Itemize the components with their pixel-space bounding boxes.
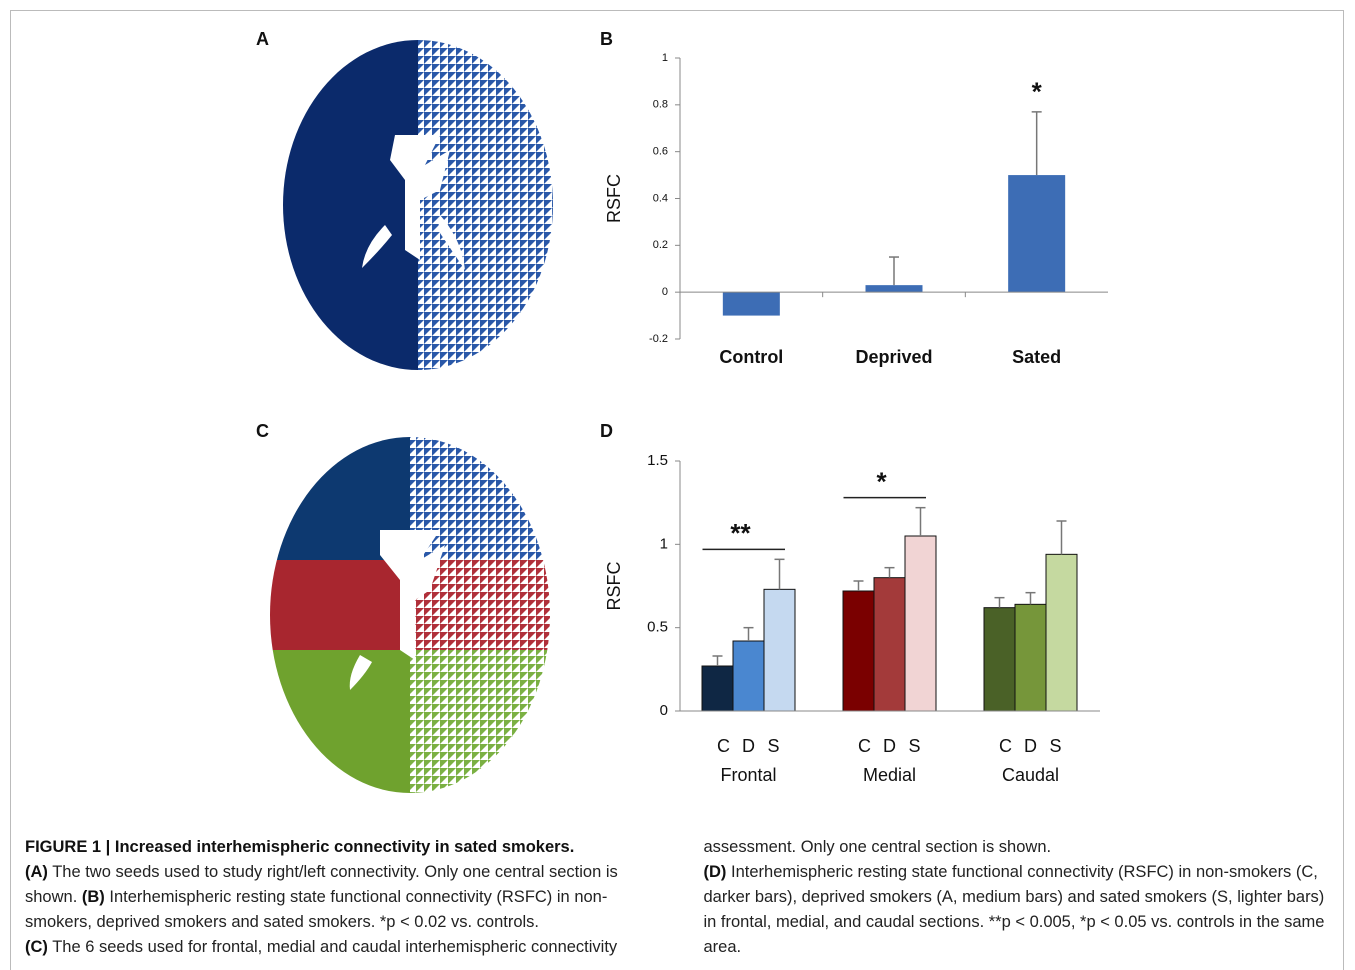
y-tick-label: 1 — [662, 52, 668, 64]
significance-mark: * — [876, 467, 887, 497]
series-label: C — [717, 736, 730, 756]
x-tick-label: Caudal — [1002, 765, 1059, 785]
panel-label: A — [256, 29, 269, 49]
caption-label: (C) — [25, 938, 48, 956]
significance-mark: ** — [730, 518, 751, 548]
caption: FIGURE 1 | Increased interhemispheric co… — [25, 835, 1340, 960]
y-axis-label: RSFC — [604, 174, 624, 223]
bar — [702, 666, 733, 711]
panel-label: C — [256, 421, 269, 441]
y-tick-label: 0 — [662, 286, 668, 298]
brain-image-c — [270, 437, 550, 795]
bar — [843, 591, 874, 711]
bar — [764, 589, 795, 711]
bar — [1008, 175, 1065, 292]
series-label: D — [742, 736, 755, 756]
series-label: S — [908, 736, 920, 756]
x-tick-label: Medial — [863, 765, 916, 785]
y-tick-label: 1 — [660, 535, 668, 552]
x-tick-label: Deprived — [855, 347, 932, 367]
y-tick-label: -0.2 — [649, 333, 668, 345]
bar — [866, 285, 923, 292]
series-label: S — [1049, 736, 1061, 756]
panel-label: D — [600, 421, 613, 441]
y-tick-label: 0 — [660, 702, 668, 719]
y-tick-label: 0.4 — [653, 192, 668, 204]
x-tick-label: Frontal — [720, 765, 776, 785]
y-tick-label: 0.6 — [653, 146, 668, 158]
y-tick-label: 0.2 — [653, 239, 668, 251]
x-tick-label: Control — [719, 347, 783, 367]
caption-title-text: FIGURE 1 | Increased interhemispheric co… — [25, 838, 574, 856]
bar — [733, 641, 764, 711]
series-label: C — [858, 736, 871, 756]
bar — [984, 608, 1015, 711]
figure: A C B RSFC -0.2 0 0.2 0.4 0.6 0.8 1 Control Depriv… — [0, 0, 1355, 820]
x-tick-label: Sated — [1012, 347, 1061, 367]
y-tick-label: 1.5 — [647, 452, 668, 469]
series-label: D — [883, 736, 896, 756]
bar — [723, 292, 780, 315]
caption-text: Interhemispheric resting state functiona… — [704, 863, 1325, 956]
y-tick-label: 0.5 — [647, 619, 668, 636]
brain-image-a — [280, 40, 558, 370]
caption-label: (B) — [82, 888, 105, 906]
bar — [905, 536, 936, 711]
caption-title: FIGURE 1 | Increased interhemispheric co… — [25, 835, 662, 860]
y-axis-label: RSFC — [604, 562, 624, 611]
series-label: S — [767, 736, 779, 756]
bar — [1015, 604, 1046, 711]
bar — [874, 578, 905, 711]
series-label: D — [1024, 736, 1037, 756]
caption-label: (D) — [704, 863, 727, 881]
significance-mark: * — [1032, 77, 1043, 107]
caption-label: (A) — [25, 863, 48, 881]
bar — [1046, 554, 1077, 711]
series-label: C — [999, 736, 1012, 756]
y-tick-label: 0.8 — [653, 99, 668, 111]
caption-text: Interhemispheric resting state functiona… — [25, 888, 607, 931]
panel-label: B — [600, 29, 613, 49]
